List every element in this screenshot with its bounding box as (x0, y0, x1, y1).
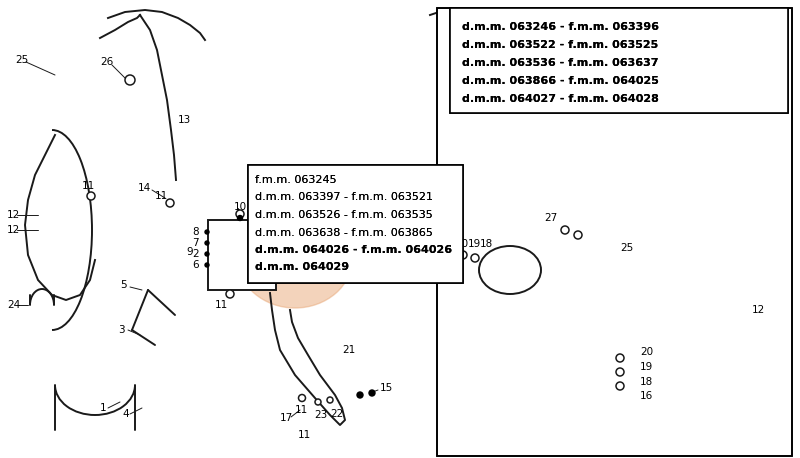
Text: d.m.m. 063638 - f.m.m. 063865: d.m.m. 063638 - f.m.m. 063865 (255, 228, 433, 238)
Circle shape (369, 390, 375, 396)
Text: 25: 25 (620, 243, 634, 253)
Circle shape (205, 263, 209, 267)
Text: 8: 8 (192, 227, 198, 237)
Bar (450, 8, 788, 113)
Circle shape (125, 75, 135, 85)
Text: 10: 10 (234, 202, 247, 212)
Circle shape (238, 216, 242, 220)
Text: 13: 13 (178, 115, 191, 125)
Text: 19: 19 (468, 239, 482, 249)
Circle shape (87, 192, 95, 200)
Text: d.m.m. 063866 - f.m.m. 064025: d.m.m. 063866 - f.m.m. 064025 (462, 76, 659, 86)
Bar (437, 8, 792, 456)
Text: 21: 21 (342, 345, 355, 355)
Text: d.m.m. 063536 - f.m.m. 063637: d.m.m. 063536 - f.m.m. 063637 (462, 58, 658, 68)
Text: 15: 15 (380, 383, 394, 393)
Text: 19: 19 (640, 362, 654, 372)
Circle shape (236, 210, 244, 218)
Circle shape (166, 199, 174, 207)
Circle shape (561, 226, 569, 234)
Text: d.m.m. 063526 - f.m.m. 063535: d.m.m. 063526 - f.m.m. 063535 (255, 210, 433, 220)
Circle shape (616, 368, 624, 376)
Text: 16: 16 (640, 391, 654, 401)
Text: 11: 11 (298, 430, 311, 440)
Text: d.m.m. 063522 - f.m.m. 063525: d.m.m. 063522 - f.m.m. 063525 (462, 40, 658, 50)
Text: 18: 18 (640, 377, 654, 387)
Text: d.m.m. 063246 - f.m.m. 063396: d.m.m. 063246 - f.m.m. 063396 (462, 22, 659, 32)
Circle shape (616, 382, 624, 390)
Text: 5: 5 (120, 280, 126, 290)
Text: MSP: MSP (258, 228, 394, 282)
Text: 20: 20 (640, 347, 653, 357)
Text: d.m.m. 063638 - f.m.m. 063865: d.m.m. 063638 - f.m.m. 063865 (255, 228, 433, 238)
Text: 17: 17 (280, 413, 294, 423)
Circle shape (315, 399, 321, 405)
Bar (248, 165, 463, 283)
Text: 26: 26 (100, 57, 114, 67)
Text: MOTORCYCLE: MOTORCYCLE (355, 233, 492, 251)
Text: d.m.m. 063522 - f.m.m. 063525: d.m.m. 063522 - f.m.m. 063525 (462, 40, 658, 50)
Circle shape (357, 392, 363, 398)
Text: 6: 6 (192, 260, 198, 270)
Circle shape (616, 354, 624, 362)
Text: f.m.m. 063245: f.m.m. 063245 (255, 175, 337, 185)
Text: d.m.m. 063536 - f.m.m. 063637: d.m.m. 063536 - f.m.m. 063637 (462, 58, 658, 68)
Circle shape (205, 252, 209, 256)
Text: d.m.m. 064029: d.m.m. 064029 (255, 262, 349, 273)
Circle shape (471, 254, 479, 262)
Circle shape (459, 251, 467, 259)
Text: 7: 7 (192, 238, 198, 248)
Text: 25: 25 (15, 55, 28, 65)
Text: 3: 3 (118, 325, 125, 335)
Text: 9: 9 (186, 247, 193, 257)
Circle shape (574, 231, 582, 239)
Text: f.m.m. 063245: f.m.m. 063245 (255, 175, 337, 185)
Circle shape (298, 394, 306, 402)
Text: d.m.m. 063397 - f.m.m. 063521: d.m.m. 063397 - f.m.m. 063521 (255, 192, 433, 202)
Text: 20: 20 (455, 239, 468, 249)
Circle shape (226, 290, 234, 298)
Text: d.m.m. 064027 - f.m.m. 064028: d.m.m. 064027 - f.m.m. 064028 (462, 94, 659, 104)
Circle shape (327, 397, 333, 403)
Text: d.m.m. 064027 - f.m.m. 064028: d.m.m. 064027 - f.m.m. 064028 (462, 94, 659, 104)
Text: 24: 24 (7, 300, 20, 310)
Bar (450, 8, 788, 113)
Text: d.m.m. 063246 - f.m.m. 063396: d.m.m. 063246 - f.m.m. 063396 (462, 22, 659, 32)
Text: d.m.m. 063397 - f.m.m. 063521: d.m.m. 063397 - f.m.m. 063521 (255, 192, 433, 202)
Circle shape (205, 230, 209, 234)
Text: 11: 11 (155, 191, 168, 201)
Bar (208, 220, 276, 290)
Text: d.m.m. 064026 - f.m.m. 064026: d.m.m. 064026 - f.m.m. 064026 (255, 245, 452, 255)
Text: 22: 22 (330, 409, 343, 419)
Text: 14: 14 (138, 183, 151, 193)
Bar (248, 165, 463, 283)
Text: d.m.m. 063526 - f.m.m. 063535: d.m.m. 063526 - f.m.m. 063535 (255, 210, 433, 220)
Circle shape (205, 241, 209, 245)
Text: SPARE PARTS: SPARE PARTS (355, 255, 469, 269)
Ellipse shape (238, 208, 353, 308)
Text: 18: 18 (480, 239, 494, 249)
Ellipse shape (479, 246, 541, 294)
Text: 11: 11 (295, 405, 308, 415)
Text: 1: 1 (100, 403, 106, 413)
Text: 2: 2 (192, 249, 198, 259)
Text: d.m.m. 064029: d.m.m. 064029 (255, 262, 349, 273)
Text: d.m.m. 064026 - f.m.m. 064026: d.m.m. 064026 - f.m.m. 064026 (255, 245, 452, 255)
Bar (437, 8, 792, 456)
Text: 11: 11 (82, 181, 95, 191)
Text: 12: 12 (7, 225, 20, 235)
Text: 23: 23 (314, 410, 327, 420)
Text: 12: 12 (752, 305, 766, 315)
Text: 4: 4 (122, 409, 129, 419)
Text: 12: 12 (7, 210, 20, 220)
Text: 27: 27 (544, 213, 558, 223)
Text: 11: 11 (215, 300, 228, 310)
Text: d.m.m. 063866 - f.m.m. 064025: d.m.m. 063866 - f.m.m. 064025 (462, 76, 659, 86)
